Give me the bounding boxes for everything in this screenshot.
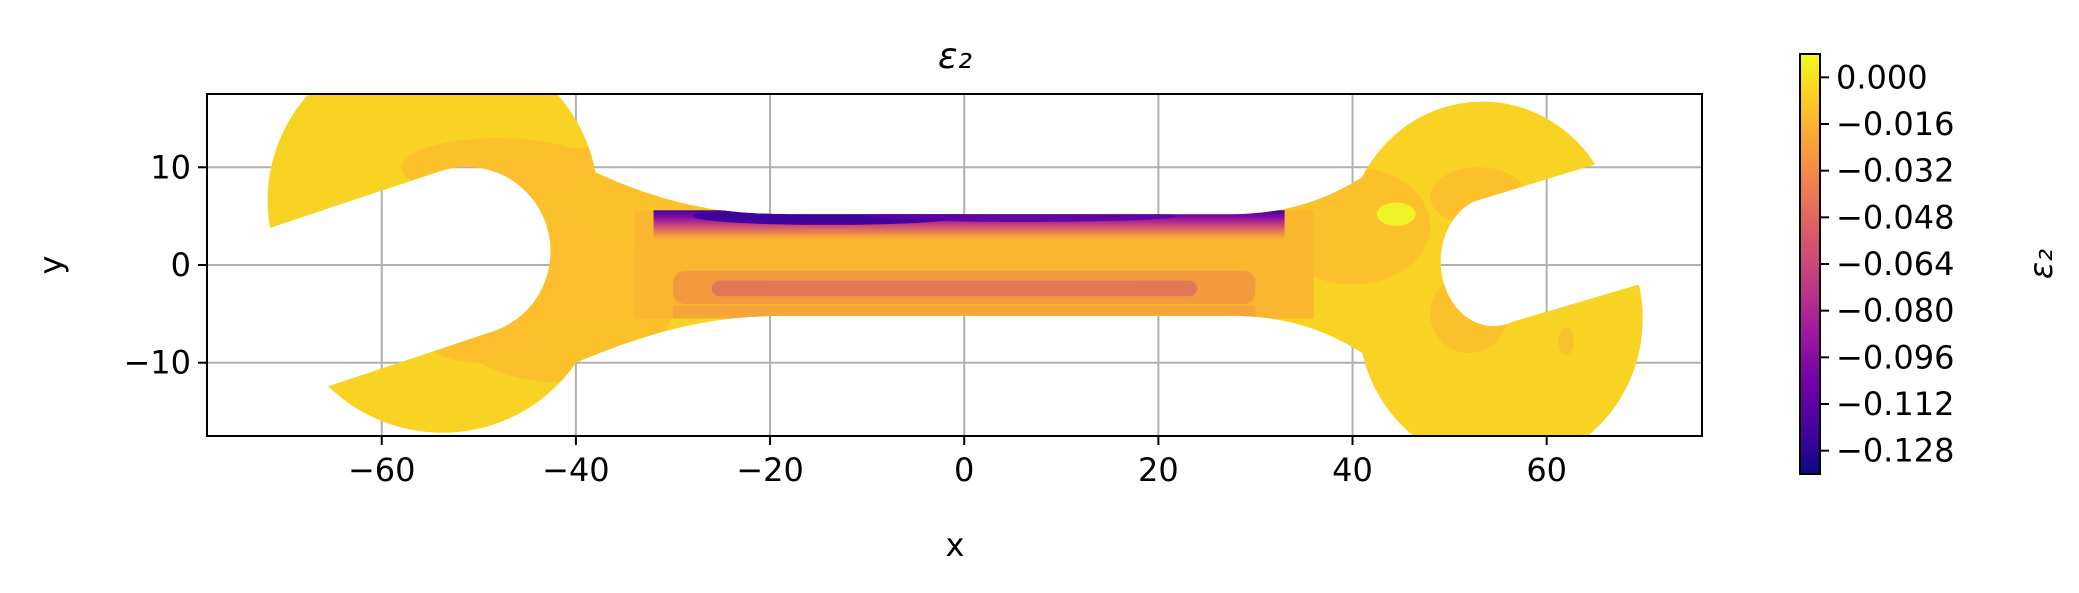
field-contour-neck xyxy=(420,304,538,363)
field-shank-center-band-core xyxy=(711,280,1198,297)
field-shank-min-core xyxy=(867,210,1178,223)
colorbar-tick-label: −0.064 xyxy=(1836,245,1954,283)
y-axis-ticks: −10 0 10 xyxy=(123,148,207,382)
field-contour-neck xyxy=(1430,167,1528,226)
field-shank-bottom-edge xyxy=(672,306,1256,318)
field-contour-neck xyxy=(1430,274,1508,353)
colorbar-tick-label: −0.128 xyxy=(1836,432,1954,470)
x-axis-ticks: −60 −40 −20 0 20 40 60 xyxy=(348,436,1567,489)
colorbar-ticks: 0.000 −0.016 −0.032 −0.048 −0.064 −0.080 −0.09… xyxy=(1820,58,1954,470)
field-contour-neck xyxy=(401,137,596,197)
x-tick-label: −60 xyxy=(348,451,416,489)
x-tick-label: −40 xyxy=(542,451,610,489)
colorbar: 0.000 −0.016 −0.032 −0.048 −0.064 −0.080 −0.09… xyxy=(1799,53,2060,475)
y-axis-label: y xyxy=(32,256,70,275)
colorbar-gradient xyxy=(1799,53,1821,475)
x-tick-label: −20 xyxy=(736,451,804,489)
colorbar-tick-label: −0.048 xyxy=(1836,198,1954,236)
y-tick-label: 0 xyxy=(171,246,191,284)
colorbar-tick-label: 0.000 xyxy=(1836,58,1928,96)
field-highlight-patch xyxy=(1558,327,1574,355)
field-highlight-patch xyxy=(1376,202,1416,226)
x-axis-label: x xyxy=(946,526,965,564)
x-tick-label: 60 xyxy=(1526,451,1567,489)
y-tick-label: −10 xyxy=(123,344,191,382)
x-tick-label: 0 xyxy=(954,451,974,489)
x-tick-label: 20 xyxy=(1138,451,1179,489)
colorbar-tick-label: −0.080 xyxy=(1836,292,1954,330)
chart-title: ε₂ xyxy=(938,36,972,77)
x-tick-label: 40 xyxy=(1332,451,1373,489)
colorbar-tick-label: −0.016 xyxy=(1836,105,1954,143)
colorbar-tick-label: −0.112 xyxy=(1836,385,1954,423)
colorbar-label: ε₂ xyxy=(2022,249,2060,279)
colorbar-tick-label: −0.096 xyxy=(1836,338,1954,376)
y-tick-label: 10 xyxy=(150,148,191,186)
colorbar-tick-label: −0.032 xyxy=(1836,152,1954,190)
